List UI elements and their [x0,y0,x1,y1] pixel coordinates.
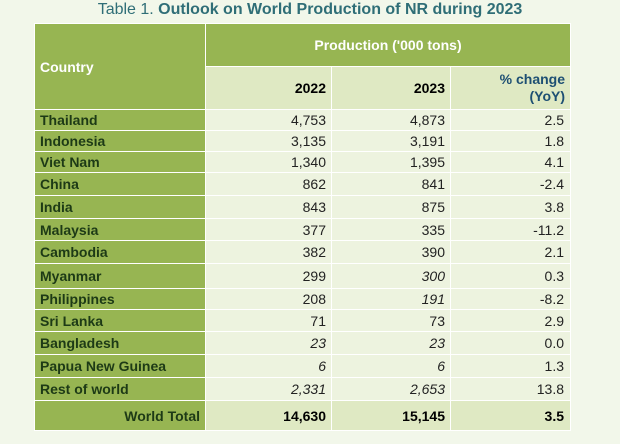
country-cell: India [34,195,206,219]
country-cell: Cambodia [34,240,206,264]
table-row: Malaysia 377 335 -11.2 [34,218,571,241]
pct-change-cell: -2.4 [450,172,571,196]
value-2022-cell: 23 [205,331,332,355]
value-2022-cell: 6 [205,354,332,378]
country-cell: Philippines [34,288,206,310]
caption-prefix: Table 1. [97,1,159,18]
table-row: Philippines 208 191 -8.2 [34,288,571,310]
table-row: Sri Lanka 71 73 2.9 [34,309,571,332]
value-2023-cell: 23 [331,331,451,355]
pct-change-cell: 1.8 [450,130,571,152]
pct-change-cell: 4.1 [450,151,571,173]
value-2022-cell: 299 [205,263,332,289]
pct-change-cell: 0.0 [450,331,571,355]
country-cell: Sri Lanka [34,309,206,332]
total-2023-cell: 15,145 [331,400,451,431]
pct-change-cell: 2.9 [450,309,571,332]
header-pct-line1: % change [499,71,565,87]
country-cell: Bangladesh [34,331,206,355]
country-cell: Indonesia [34,130,206,152]
value-2022-cell: 4,753 [205,109,332,131]
value-2023-cell: 4,873 [331,109,451,131]
value-2022-cell: 382 [205,240,332,264]
value-2022-cell[interactable]: 1,340 [205,151,332,173]
total-2022-cell: 14,630 [205,400,332,431]
country-cell: Malaysia [34,218,206,241]
total-label: World Total [34,400,206,431]
value-2022-cell: 3,135 [205,130,332,152]
value-2023-cell: 875 [331,195,451,219]
caption-title: Outlook on World Production of NR during… [158,1,523,18]
value-2023-cell: 2,653 [331,377,451,401]
table-row: Rest of world 2,331 2,653 13.8 [34,377,571,401]
pct-change-cell: -11.2 [450,218,571,241]
table-row: Papua New Guinea 6 6 1.3 [34,354,571,378]
table-row: Bangladesh 23 23 0.0 [34,331,571,355]
country-cell: China [34,172,206,196]
value-2023-cell: 6 [331,354,451,378]
value-2022-cell: 377 [205,218,332,241]
header-year-2022: 2022 [205,66,332,110]
header-production-group: Production ('000 tons) [205,23,571,67]
country-cell: Papua New Guinea [34,354,206,378]
value-2023-cell: 841 [331,172,451,196]
table-row: China 862 841 -2.4 [34,172,571,196]
table-row: Indonesia 3,135 3,191 1.8 [34,130,571,152]
country-cell: Myanmar [34,263,206,289]
header-percent-change: % change (YoY) [450,66,571,110]
header-country: Country [34,23,206,110]
total-pct-change-cell: 3.5 [450,400,571,431]
table-row: Thailand 4,753 4,873 2.5 [34,109,571,131]
pct-change-cell: 2.5 [450,109,571,131]
value-2023-cell: 335 [331,218,451,241]
value-2022-cell: 843 [205,195,332,219]
pct-change-cell: 3.8 [450,195,571,219]
header-year-2023: 2023 [331,66,451,110]
value-2023-cell: 191 [331,288,451,310]
pct-change-cell: 2.1 [450,240,571,264]
value-text: 1,340 [290,154,326,170]
table-row: Myanmar 299 300 0.3 [34,263,571,289]
value-2022-cell: 2,331 [205,377,332,401]
pct-change-cell: -8.2 [450,288,571,310]
table-row: Cambodia 382 390 2.1 [34,240,571,264]
pct-change-cell: 13.8 [450,377,571,401]
value-2023-cell: 3,191 [331,130,451,152]
table-row: Viet Nam 1,340 1,395 4.1 [34,151,571,173]
total-row: World Total 14,630 15,145 3.5 [34,400,571,431]
value-2023-cell: 390 [331,240,451,264]
value-2022-cell: 208 [205,288,332,310]
value-2022-cell: 71 [205,309,332,332]
value-2023-cell: 300 [331,263,451,289]
country-cell: Viet Nam [34,151,206,173]
header-pct-line2: (YoY) [529,88,565,104]
value-2022-cell: 862 [205,172,332,196]
country-cell: Thailand [34,109,206,131]
table-caption: Table 1. Outlook on World Production of … [0,0,620,20]
pct-change-cell: 0.3 [450,263,571,289]
pct-change-cell: 1.3 [450,354,571,378]
value-2023-cell: 73 [331,309,451,332]
value-2023-cell: 1,395 [331,151,451,173]
table-row: India 843 875 3.8 [34,195,571,219]
country-cell: Rest of world [34,377,206,401]
production-table: Country Production ('000 tons) 2022 2023… [34,23,571,431]
